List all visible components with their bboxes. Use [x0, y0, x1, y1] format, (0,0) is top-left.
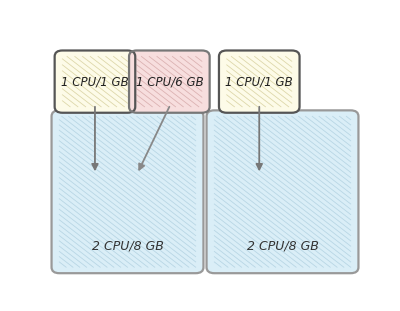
Text: 2 CPU/8 GB: 2 CPU/8 GB — [246, 239, 318, 252]
Text: 1 CPU/1 GB: 1 CPU/1 GB — [61, 75, 129, 88]
FancyBboxPatch shape — [129, 50, 210, 113]
FancyBboxPatch shape — [206, 110, 358, 273]
Text: 2 CPU/8 GB: 2 CPU/8 GB — [92, 239, 164, 252]
FancyBboxPatch shape — [55, 50, 135, 113]
Text: 1 CPU/1 GB: 1 CPU/1 GB — [226, 75, 293, 88]
Text: 1 CPU/6 GB: 1 CPU/6 GB — [136, 75, 203, 88]
FancyBboxPatch shape — [219, 50, 300, 113]
FancyBboxPatch shape — [52, 110, 204, 273]
